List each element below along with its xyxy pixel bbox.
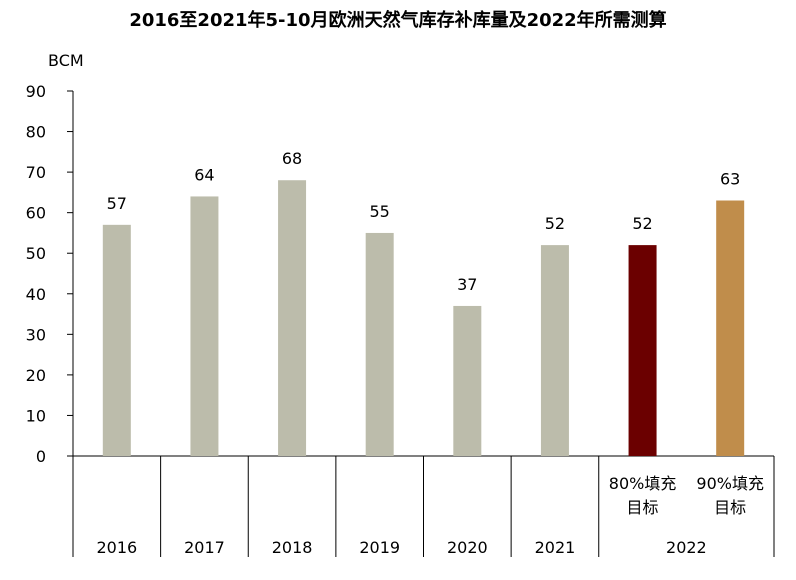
x-year-label: 2016 [96, 538, 137, 557]
x-year-label: 2018 [272, 538, 313, 557]
data-label: 64 [194, 165, 214, 184]
x-sub-label: 80%填充 [609, 474, 677, 493]
data-label: 55 [370, 202, 390, 221]
x-sub-label: 目标 [714, 498, 746, 517]
bar [102, 224, 131, 456]
y-tick-label: 20 [26, 366, 46, 385]
bar [190, 196, 219, 456]
data-label: 63 [720, 170, 740, 189]
y-tick-label: 70 [26, 163, 46, 182]
bar [453, 305, 482, 456]
bar [278, 180, 307, 456]
data-label: 68 [282, 149, 302, 168]
y-tick-label: 30 [26, 325, 46, 344]
y-tick-label: 10 [26, 406, 46, 425]
y-tick-label: 90 [26, 82, 46, 101]
y-tick-label: 80 [26, 123, 46, 142]
x-year-label: 2021 [535, 538, 576, 557]
data-label: 57 [107, 194, 127, 213]
x-sub-label: 目标 [627, 498, 659, 517]
chart-title: 2016至2021年5-10月欧洲天然气库存补库量及2022年所需测算 [129, 10, 667, 31]
bar [716, 200, 745, 456]
x-sub-label: 90%填充 [696, 474, 764, 493]
x-year-label: 2020 [447, 538, 488, 557]
data-label: 52 [545, 214, 565, 233]
data-label: 37 [457, 275, 477, 294]
bar [365, 232, 394, 456]
x-year-label: 2022 [666, 538, 707, 557]
y-axis-label: BCM [48, 51, 84, 70]
y-tick-label: 50 [26, 244, 46, 263]
y-tick-label: 0 [36, 447, 46, 466]
y-tick-label: 40 [26, 285, 46, 304]
x-year-label: 2017 [184, 538, 225, 557]
y-tick-label: 60 [26, 204, 46, 223]
bar [540, 245, 569, 456]
data-label: 52 [632, 214, 652, 233]
bar [628, 245, 657, 456]
x-year-label: 2019 [359, 538, 400, 557]
